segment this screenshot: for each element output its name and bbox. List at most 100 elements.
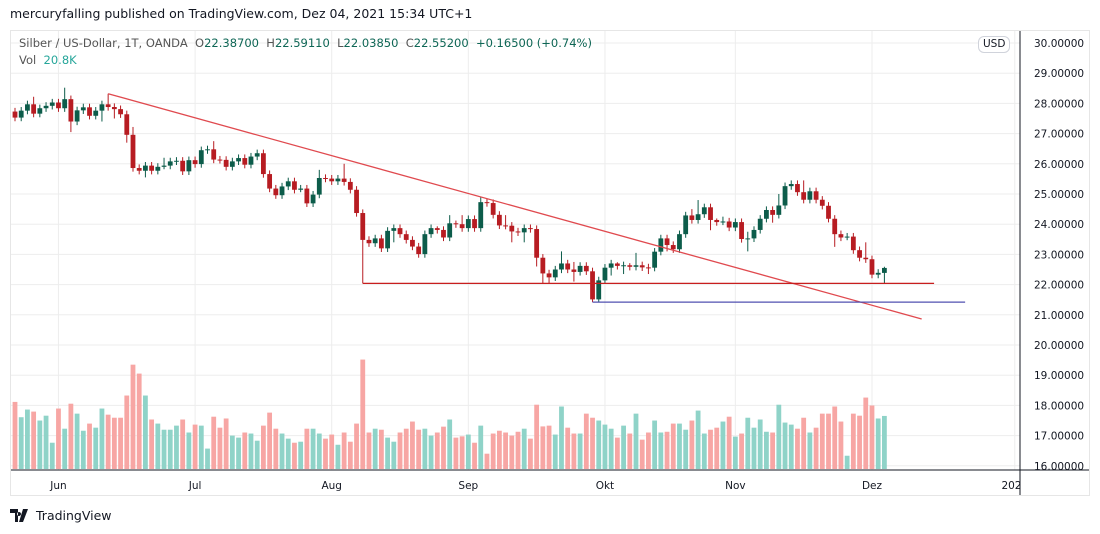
volume-bar: [869, 405, 875, 469]
candle-body: [198, 150, 204, 165]
candle-body: [254, 153, 260, 157]
candle-body: [316, 177, 322, 195]
time-axis[interactable]: Jun Jul Aug Sep Okt Nov Dez 2022: [49, 480, 1028, 492]
volume-label[interactable]: Vol: [19, 53, 37, 67]
candle: [161, 157, 167, 170]
volume-bar: [93, 427, 99, 469]
candle: [670, 241, 676, 253]
candle: [521, 224, 527, 243]
volume-bar: [68, 403, 74, 469]
volume-bar: [18, 417, 24, 469]
candle: [391, 224, 397, 243]
candle: [37, 104, 43, 118]
volume-bar: [236, 437, 241, 469]
candle-body: [447, 223, 453, 238]
volume-bar: [118, 417, 123, 469]
volume-bar: [323, 438, 328, 469]
candle-body: [546, 273, 552, 278]
candle: [583, 262, 589, 275]
candle-body: [465, 219, 471, 229]
drawings: [107, 93, 966, 320]
candle-body: [621, 265, 626, 267]
volume-bar: [304, 428, 310, 469]
candle: [105, 93, 111, 111]
candle: [751, 226, 757, 243]
candle: [87, 103, 92, 120]
candle: [770, 206, 776, 223]
price-tick-label: 18.00000: [1034, 400, 1084, 412]
volume-bar: [751, 427, 757, 469]
candle: [267, 170, 273, 193]
candle-body: [795, 184, 800, 193]
volume-bar: [503, 432, 508, 469]
volume-bar: [683, 429, 689, 469]
symbol-legend: Silber / US-Dollar, 1T, OANDA O22.38700 …: [19, 35, 592, 69]
currency-badge[interactable]: USD: [978, 36, 1011, 53]
candle-body: [639, 265, 645, 268]
volume-bar: [186, 432, 192, 469]
volume-bar: [124, 395, 130, 469]
trend-line: [107, 93, 922, 320]
price-tick-label: 25.00000: [1034, 189, 1084, 201]
candle: [366, 236, 372, 247]
candle-body: [378, 238, 384, 249]
candle-body: [397, 228, 403, 235]
candle-body: [683, 215, 689, 235]
candle: [242, 154, 248, 169]
candle: [329, 174, 335, 185]
low-label: L: [337, 36, 344, 50]
candle-body: [335, 178, 341, 182]
candle: [528, 224, 533, 233]
price-axis[interactable]: 30.00000 29.00000 28.00000 27.00000 26.00000…: [1034, 38, 1084, 473]
price-tick-label: 29.00000: [1034, 68, 1084, 80]
volume-bar: [608, 428, 614, 469]
candle: [316, 169, 322, 199]
candle-body: [167, 161, 173, 166]
volume-bar: [745, 417, 751, 469]
volume-bar: [99, 408, 105, 469]
close-value: 22.55200: [413, 36, 469, 50]
volume-bar: [378, 429, 384, 469]
candle-body: [292, 181, 297, 190]
volume-bar: [434, 432, 440, 469]
candle: [788, 180, 794, 190]
volume-bar: [385, 437, 390, 469]
time-tick-label: Nov: [725, 480, 746, 492]
candle: [515, 227, 521, 236]
volume-bar: [602, 424, 608, 469]
time-tick-label: Jun: [49, 480, 66, 492]
volume-bar: [546, 425, 552, 469]
close-label: C: [405, 36, 414, 50]
volume-bar: [770, 432, 776, 469]
candle: [646, 263, 651, 275]
candle-body: [385, 230, 390, 249]
volume-bar: [360, 359, 366, 469]
candle: [354, 186, 359, 217]
candle-body: [248, 156, 254, 165]
candle: [801, 180, 807, 204]
volume-bar: [261, 425, 266, 469]
candle-body: [869, 259, 875, 275]
symbol-title[interactable]: Silber / US-Dollar, 1T, OANDA: [19, 36, 188, 50]
volume-bar: [453, 437, 459, 469]
candle-body: [658, 238, 664, 252]
volume-bar: [559, 406, 564, 469]
volume-bar: [627, 433, 633, 469]
candle-body: [285, 181, 291, 187]
price-tick-label: 17.00000: [1034, 431, 1084, 443]
candle-body: [701, 207, 707, 215]
tradingview-logo[interactable]: TradingView: [10, 508, 112, 523]
price-tick-label: 21.00000: [1034, 310, 1084, 322]
candle-body: [770, 210, 776, 215]
candle: [378, 234, 384, 252]
volume-bar: [143, 395, 148, 469]
candle: [236, 154, 241, 166]
volume-bar: [732, 436, 738, 469]
candle-body: [739, 222, 744, 239]
candle: [49, 98, 55, 110]
volume-bar: [273, 428, 279, 469]
candle-body: [360, 213, 366, 240]
candle: [701, 203, 707, 218]
candle-body: [633, 265, 639, 267]
